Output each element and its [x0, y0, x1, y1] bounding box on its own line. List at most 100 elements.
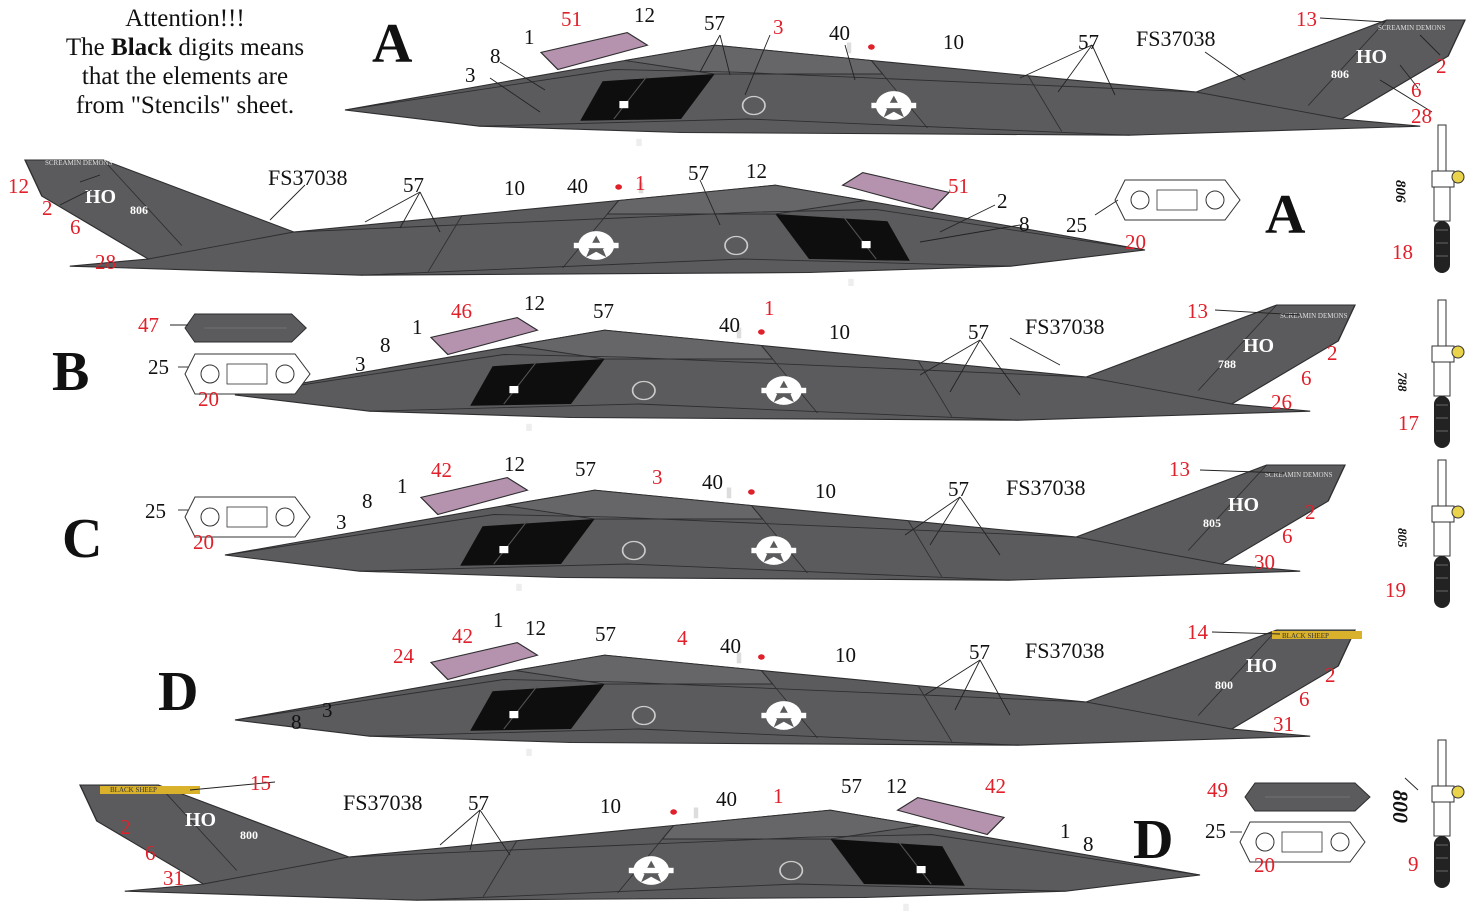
- callout-20-b: 20: [198, 387, 219, 411]
- callout-9-d: 9: [1408, 852, 1419, 876]
- tail-code-d-top: HO: [1246, 655, 1277, 677]
- variant-label-d-top: D: [158, 661, 199, 723]
- callout-10-b: 10: [829, 320, 850, 344]
- attention-line-2: The Black digits means: [65, 34, 305, 61]
- callout-28-a-bottom: 28: [95, 250, 116, 274]
- paint-code-d-bottom: FS37038: [343, 790, 422, 815]
- tail-number-a-bottom: 806: [130, 203, 148, 217]
- callout-49-d: 49: [1207, 778, 1228, 802]
- callout-42-c: 42: [431, 458, 452, 482]
- callout-26-b: 26: [1271, 390, 1292, 414]
- callout-2-a-top: 2: [1436, 54, 1447, 78]
- callout-12-c: 12: [504, 452, 525, 476]
- panel-47-b: [184, 313, 307, 343]
- callout-1b-d-bottom: 1: [1060, 819, 1071, 843]
- callout-14-d: 14: [1187, 620, 1209, 644]
- callout-20-c: 20: [193, 530, 214, 554]
- callout-8-c: 8: [362, 489, 373, 513]
- panel-25-a: [1114, 179, 1241, 221]
- callout-57b-a-top: 57: [1078, 30, 1099, 54]
- landing-gear-d: [1431, 739, 1465, 889]
- callout-57b-d-bottom: 57: [841, 774, 862, 798]
- variant-label-b: B: [52, 341, 90, 403]
- tail-code-a-top: HO: [1356, 46, 1387, 68]
- callout-3b-a-top: 3: [465, 63, 476, 87]
- attention-note: Attention!!! The Black digits means that…: [20, 4, 350, 120]
- gear-number-a: 806: [1392, 180, 1408, 203]
- callout-6-d-bottom: 6: [145, 841, 156, 865]
- callout-40-a-top: 40: [829, 21, 850, 45]
- callout-24-d: 24: [393, 644, 415, 668]
- callout-20-a: 20: [1125, 230, 1146, 254]
- tail-band-text-c: SCREAMIN DEMONS: [1265, 471, 1333, 479]
- callout-10-a-bottom: 10: [504, 176, 525, 200]
- callout-1-a-top: 1: [524, 25, 535, 49]
- callout-31-d-bottom: 31: [163, 866, 184, 890]
- tail-code-a-bottom: HO: [85, 186, 116, 208]
- tail-band-text-b: SCREAMIN DEMONS: [1280, 312, 1348, 320]
- callout-57b-d-top: 57: [969, 640, 990, 664]
- callout-3-a-top: 3: [773, 15, 784, 39]
- gear-number-d: 800: [1388, 790, 1413, 823]
- callout-1-b: 1: [412, 315, 423, 339]
- tail-number-d-top: 800: [1215, 678, 1233, 692]
- callout-3-b: 3: [355, 352, 366, 376]
- callout-1-d-top: 1: [493, 608, 504, 632]
- paint-code-d-top: FS37038: [1025, 638, 1104, 663]
- callout-25-a: 25: [1066, 213, 1087, 237]
- attention-line-3: that the elements are: [81, 63, 289, 90]
- variant-label-d-bottom: D: [1133, 809, 1174, 871]
- tail-band-text-d-top: BLACK SHEEP: [1282, 632, 1329, 640]
- callout-40-a-bottom: 40: [567, 174, 588, 198]
- aircraft-d-right-side: [79, 784, 1201, 912]
- aircraft-a-left-side: [344, 19, 1466, 147]
- callout-13-a-top: 13: [1296, 7, 1317, 31]
- callout-40-b: 40: [719, 313, 740, 337]
- landing-gear-b: [1431, 299, 1465, 449]
- callout-25-c: 25: [145, 499, 166, 523]
- callout-15-d: 15: [250, 771, 271, 795]
- tail-number-c: 805: [1203, 516, 1221, 530]
- callout-10-d-top: 10: [835, 643, 856, 667]
- callout-57-a-top: 57: [704, 11, 725, 35]
- tail-code-b: HO: [1243, 335, 1274, 357]
- callout-8-a-top: 8: [490, 44, 501, 68]
- callout-20-d: 20: [1254, 853, 1275, 877]
- callout-40-d-bottom: 40: [716, 787, 737, 811]
- paint-code-b: FS37038: [1025, 314, 1104, 339]
- callout-3-d-top: 3: [322, 698, 333, 722]
- callout-57b-a-bottom: 57: [688, 161, 709, 185]
- callout-8-d-top: 8: [291, 710, 302, 734]
- tail-code-c: HO: [1228, 494, 1259, 516]
- callout-12-a-top: 12: [634, 3, 655, 27]
- gear-number-c: 805: [1395, 528, 1410, 548]
- callout-2-d-top: 2: [1325, 663, 1336, 687]
- callout-6-b: 6: [1301, 366, 1312, 390]
- tail-number-a-top: 806: [1331, 67, 1349, 81]
- callout-30-c: 30: [1254, 550, 1275, 574]
- callout-10-a-top: 10: [943, 30, 964, 54]
- callout-10-d-bottom: 10: [600, 794, 621, 818]
- tail-band-text-a-top: SCREAMIN DEMONS: [1378, 24, 1446, 32]
- callout-6-a-bottom: 6: [70, 215, 81, 239]
- callout-8-b: 8: [380, 333, 391, 357]
- tail-number-d-bottom: 800: [240, 828, 258, 842]
- callout-51-a-bottom: 51: [948, 174, 969, 198]
- callout-19-c: 19: [1385, 578, 1406, 602]
- callout-51-a-top: 51: [561, 7, 582, 31]
- callout-2-d-bottom: 2: [120, 815, 131, 839]
- callout-28-a-top: 28: [1411, 104, 1432, 128]
- callout-42-d-top: 42: [452, 624, 473, 648]
- callout-12-d-bottom: 12: [886, 774, 907, 798]
- callout-3-c: 3: [652, 465, 663, 489]
- callout-2b-a-bottom: 2: [997, 189, 1008, 213]
- tail-code-d-bottom: HO: [185, 809, 216, 831]
- landing-gear-a: [1431, 124, 1465, 274]
- leader-lines: [59, 17, 1441, 856]
- callout-18-a: 18: [1392, 240, 1413, 264]
- callout-25-d: 25: [1205, 819, 1226, 843]
- callout-40-c: 40: [702, 470, 723, 494]
- callout-8-d-bottom: 8: [1083, 832, 1094, 856]
